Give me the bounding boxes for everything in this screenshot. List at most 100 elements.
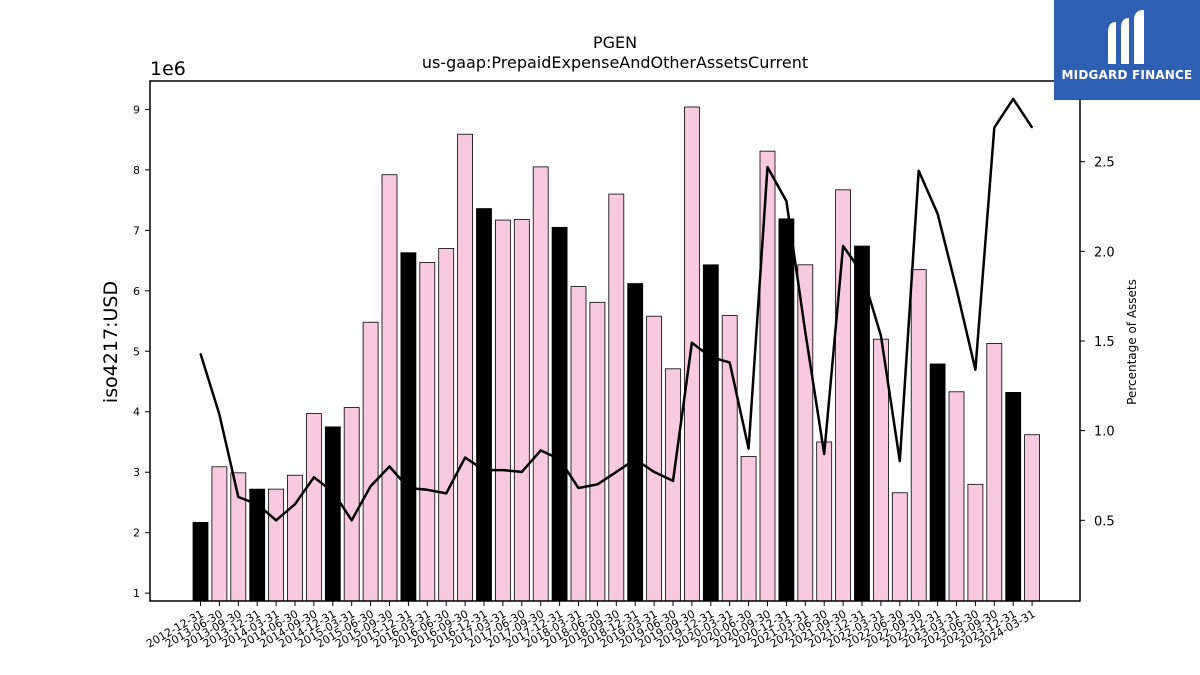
line-point-2018-12-31 [634, 458, 636, 460]
y2-tick-label: 1.0 [1094, 425, 1115, 440]
bar-2015-06-30 [362, 321, 379, 602]
bar-2015-09-30 [381, 174, 398, 602]
chart-title: PGEN [593, 33, 637, 52]
y2-axis-ticks: 0.5 1.0 1.5 2.0 2.5 [1080, 156, 1115, 529]
bar-2018-09-30 [608, 193, 625, 602]
bar-2014-03-31 [268, 488, 285, 602]
line-point-2015-03-31 [351, 519, 353, 521]
line-point-2018-06-30 [596, 483, 599, 486]
line-point-2016-09-30 [464, 456, 466, 459]
y2-tick-label: 2.5 [1094, 156, 1115, 171]
line-point-2017-12-31 [559, 458, 561, 460]
bar-2019-03-31 [646, 315, 662, 602]
y-axis-ticks: 1 2 3 4 5 6 7 8 9 [133, 103, 150, 600]
bar-series [192, 106, 1040, 602]
line-point-2022-12-31 [937, 213, 939, 215]
line-point-2013-09-30 [237, 496, 239, 498]
bar-2014-09-30 [305, 413, 322, 602]
bar-2021-03-31 [797, 264, 814, 602]
line-point-2021-03-31 [804, 331, 806, 333]
line-point-2015-06-30 [370, 485, 372, 487]
line-point-2018-09-30 [615, 471, 617, 473]
logo-text: MIDGARD FINANCE [1061, 68, 1193, 82]
line-point-2023-03-31 [955, 288, 958, 290]
y2-tick-label: 1.5 [1094, 335, 1115, 350]
line-point-2021-06-30 [823, 453, 825, 455]
bar-2023-09-30 [986, 343, 1003, 602]
line-point-2013-06-30 [218, 413, 220, 416]
bar-2023-06-30 [967, 483, 984, 602]
line-series [199, 97, 1034, 522]
y-tick-label: 5 [133, 345, 140, 358]
line-point-2023-06-30 [974, 369, 977, 371]
bar-2019-09-30 [684, 106, 700, 602]
line-point-2023-09-30 [993, 127, 995, 129]
line-point-2021-09-30 [842, 245, 844, 247]
bar-2018-03-31 [570, 286, 587, 602]
line-point-2015-12-31 [407, 487, 409, 489]
bar-2012-12-31 [192, 521, 209, 602]
bar-2020-06-30 [740, 456, 757, 602]
bar-2020-03-31 [721, 315, 738, 602]
bar-2014-12-31 [324, 426, 341, 602]
line-point-2023-12-31 [1012, 98, 1014, 100]
y-tick-label: 8 [133, 164, 140, 177]
bar-2024-03-31 [1024, 434, 1040, 602]
y-tick-label: 9 [133, 103, 140, 116]
line-point-2013-12-31 [256, 503, 258, 505]
line-point-2019-12-31 [710, 356, 712, 358]
line-point-2018-03-31 [577, 487, 580, 489]
bar-2018-12-31 [627, 283, 644, 602]
line-point-2017-09-30 [540, 449, 542, 451]
line-point-2022-06-30 [899, 460, 901, 462]
logo: MIDGARD FINANCE [1054, 0, 1200, 100]
line-point-2020-12-31 [785, 200, 788, 202]
bar-2016-03-31 [419, 261, 436, 602]
bar-2017-12-31 [551, 226, 568, 602]
bar-2020-09-30 [759, 150, 776, 602]
line-point-2014-12-31 [332, 491, 334, 493]
line-point-2016-06-30 [445, 492, 447, 495]
line-point-2020-03-31 [729, 361, 731, 364]
line-point-2019-06-30 [672, 480, 674, 482]
bar-2016-12-31 [476, 208, 492, 602]
line-point-2014-03-31 [275, 519, 277, 521]
y2-tick-label: 2.0 [1094, 245, 1115, 260]
bar-2017-09-30 [532, 166, 549, 602]
line-point-2015-09-30 [388, 465, 391, 468]
bar-2018-06-30 [589, 301, 606, 602]
bar-2015-12-31 [400, 252, 417, 602]
line-point-2014-09-30 [313, 476, 315, 478]
y-tick-label: 4 [133, 406, 140, 419]
bar-2015-03-31 [343, 407, 360, 602]
bar-2022-09-30 [910, 269, 927, 602]
y-tick-label: 1 [133, 587, 140, 600]
y-tick-label: 3 [133, 466, 140, 479]
line-point-2016-03-31 [426, 489, 428, 491]
bar-2023-03-31 [948, 391, 965, 602]
y2-tick-label: 0.5 [1094, 514, 1115, 529]
y-tick-label: 2 [133, 527, 140, 540]
bar-2019-12-31 [702, 264, 719, 602]
bar-2019-06-30 [665, 368, 681, 602]
bar-2020-12-31 [778, 218, 795, 602]
bar-2016-09-30 [457, 133, 474, 602]
line-point-2017-03-31 [502, 469, 504, 471]
line-point-2021-12-31 [861, 272, 863, 274]
line-point-2022-03-31 [880, 335, 882, 337]
bar-2017-06-30 [513, 219, 530, 602]
bar-2022-06-30 [891, 492, 908, 602]
line-point-2019-09-30 [691, 342, 693, 344]
y-tick-label: 6 [133, 285, 140, 298]
y-tick-label: 7 [133, 224, 140, 237]
bar-2013-12-31 [249, 488, 266, 602]
chart-subtitle: us-gaap:PrepaidExpenseAndOtherAssetsCurr… [422, 53, 808, 72]
y2-axis-label: Percentage of Assets [1125, 279, 1139, 405]
line-point-2020-09-30 [766, 166, 769, 168]
line-point-2020-06-30 [748, 447, 750, 450]
line-point-2016-12-31 [483, 469, 485, 471]
x-axis-ticks: 2012-12-312013-06-302013-09-302013-12-31… [144, 601, 1038, 651]
line-point-2024-03-31 [1031, 127, 1033, 129]
line-point-2014-06-30 [294, 503, 296, 505]
